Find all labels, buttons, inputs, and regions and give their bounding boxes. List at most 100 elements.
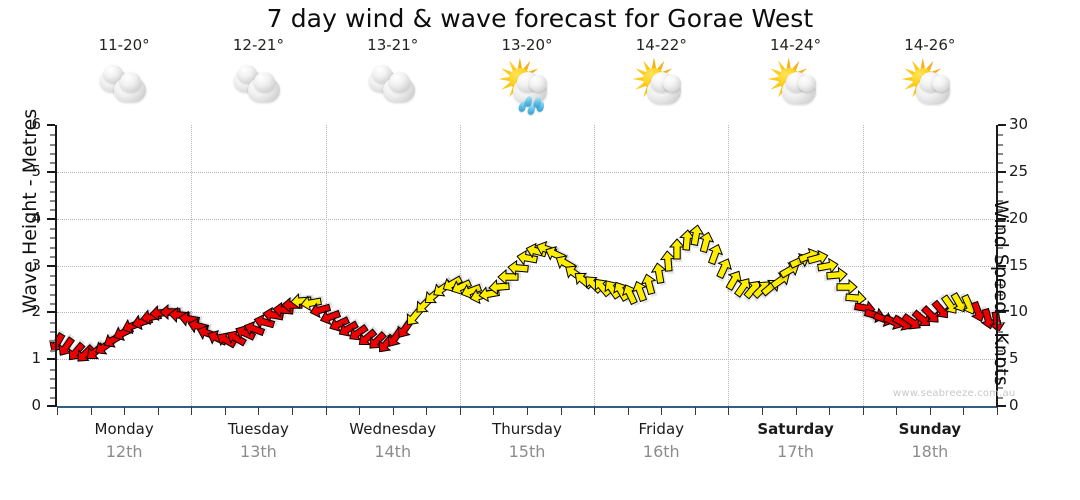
axis-tick-minor xyxy=(998,331,1003,334)
day-label-monday: Monday 12th xyxy=(57,420,191,461)
gridline-day-divider xyxy=(862,125,864,406)
axis-tick-minor xyxy=(50,368,55,371)
axis-tick-minor xyxy=(998,199,1003,202)
temperature-range: 13-21° xyxy=(367,36,419,54)
wind-direction-arrow xyxy=(648,261,670,286)
axis-tick-major xyxy=(47,124,55,126)
x-axis-tick xyxy=(392,407,394,415)
wind-direction-arrow xyxy=(824,264,848,286)
axis-tick-minor xyxy=(50,396,55,399)
axis-tick-label: 1 xyxy=(31,349,41,368)
wind-direction-arrow xyxy=(450,276,474,298)
gridline-horizontal xyxy=(57,312,997,314)
axis-tick-minor xyxy=(998,143,1003,146)
day-date: 15th xyxy=(508,442,546,461)
page-title: 7 day wind & wave forecast for Gorae Wes… xyxy=(266,4,814,33)
day-label-sunday: Sunday 18th xyxy=(863,420,997,461)
axis-tick-major xyxy=(47,217,55,220)
overcast-icon xyxy=(361,60,425,112)
axis-tick-major xyxy=(998,405,1006,407)
day-name: Monday xyxy=(94,420,154,438)
gridline-day-divider xyxy=(191,125,193,406)
x-axis-tick xyxy=(997,407,998,415)
x-axis-tick xyxy=(929,407,931,415)
temperature-range: 14-24° xyxy=(770,36,822,54)
gridline-day-divider xyxy=(594,125,596,406)
x-axis-tick xyxy=(963,407,965,415)
axis-tick-minor xyxy=(50,153,55,156)
axis-tick-minor xyxy=(998,153,1003,156)
day-date: 12th xyxy=(105,442,143,461)
axis-tick-minor xyxy=(998,293,1003,296)
gridline-horizontal xyxy=(57,171,997,173)
y-axis-right xyxy=(996,125,998,407)
x-axis-tick xyxy=(493,407,495,415)
axis-tick-minor xyxy=(50,293,55,296)
axis-tick-minor xyxy=(50,377,55,380)
watermark: www.seabreeze.com.au xyxy=(893,388,1016,399)
axis-tick-minor xyxy=(998,246,1003,249)
axis-tick-minor xyxy=(998,209,1003,212)
temperature-range: 11-20° xyxy=(98,36,150,54)
gridline-day-divider xyxy=(459,125,461,406)
axis-tick-minor xyxy=(998,181,1003,184)
x-axis-tick xyxy=(762,407,763,415)
x-axis-tick xyxy=(896,407,898,415)
axis-tick-minor xyxy=(50,190,55,193)
axis-tick-major xyxy=(998,217,1006,220)
day-header-saturday: 14-24° xyxy=(728,36,862,122)
axis-tick-minor xyxy=(50,302,55,305)
wind-direction-arrow xyxy=(713,257,735,282)
wind-direction-arrow xyxy=(629,280,651,304)
gridline-horizontal xyxy=(57,359,997,361)
day-date: 18th xyxy=(911,442,949,461)
x-axis-tick xyxy=(594,407,596,415)
axis-tick-label: 30 xyxy=(1009,115,1029,133)
wind-direction-arrow xyxy=(460,280,484,302)
day-header-tuesday: 12-21° xyxy=(191,36,325,122)
day-label-thursday: Thursday 15th xyxy=(460,420,594,461)
axis-tick-minor xyxy=(50,162,55,165)
day-date: 13th xyxy=(240,442,277,461)
overcast-icon xyxy=(226,60,290,112)
axis-tick-minor xyxy=(50,209,55,212)
axis-tick-minor xyxy=(50,340,55,343)
day-header-friday: 14-22° xyxy=(594,36,728,122)
axis-tick-minor xyxy=(998,162,1003,165)
axis-tick-minor xyxy=(50,181,55,184)
day-name: Saturday xyxy=(757,420,834,438)
wind-direction-arrow xyxy=(337,317,361,340)
axis-tick-minor xyxy=(50,256,55,259)
axis-tick-label: 5 xyxy=(31,161,41,180)
axis-tick-minor xyxy=(50,387,55,390)
forecast-chart: 7 day wind & wave forecast for Gorae Wes… xyxy=(19,4,1029,461)
day-name: Wednesday xyxy=(349,420,437,438)
x-axis-tick xyxy=(560,407,562,415)
axis-tick-minor xyxy=(998,349,1003,352)
day-header-thursday: 13-20° xyxy=(460,36,594,122)
wind-direction-arrow xyxy=(309,299,334,321)
wind-direction-arrow xyxy=(74,341,96,365)
wind-direction-arrow xyxy=(497,266,522,288)
x-axis-tick xyxy=(292,407,293,415)
axis-tick-minor xyxy=(50,134,55,137)
y-axis-left-title: Wave Height - Metres xyxy=(19,108,41,314)
day-name: Sunday xyxy=(898,420,962,438)
day-label-saturday: Saturday 17th xyxy=(728,420,862,461)
sun-cloud-icon xyxy=(629,58,693,112)
day-label-friday: Friday 16th xyxy=(594,420,728,461)
axis-tick-minor xyxy=(50,284,55,287)
x-axis-tick xyxy=(795,407,797,415)
day-label-tuesday: Tuesday 13th xyxy=(191,420,325,461)
axis-tick-minor xyxy=(998,302,1003,305)
axis-tick-minor xyxy=(998,256,1003,259)
wind-direction-arrow xyxy=(253,311,278,333)
sun-cloud-icon xyxy=(764,58,828,112)
wind-direction-arrow xyxy=(977,306,999,330)
temperature-range: 14-26° xyxy=(904,36,956,54)
temperature-range: 14-22° xyxy=(635,36,687,54)
y-axis-left xyxy=(55,125,57,407)
plot-area xyxy=(49,125,1006,408)
axis-tick-label: 2 xyxy=(31,302,41,321)
axis-tick-label: 3 xyxy=(31,255,41,274)
